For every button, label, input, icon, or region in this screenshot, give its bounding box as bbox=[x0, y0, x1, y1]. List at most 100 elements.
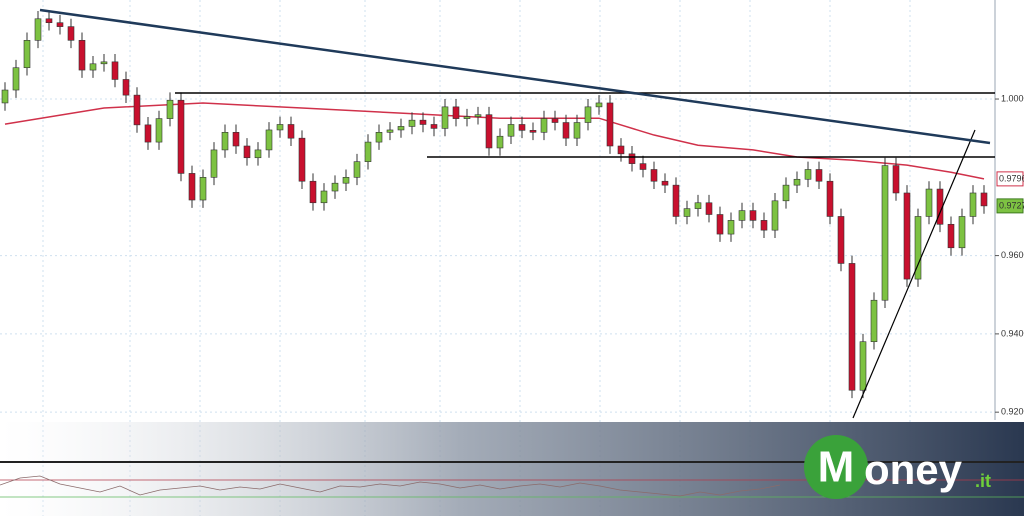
candle-body bbox=[606, 102, 614, 147]
candle-body bbox=[12, 67, 20, 91]
candle-body bbox=[958, 216, 966, 249]
candle-body bbox=[782, 184, 790, 202]
candle-body bbox=[287, 124, 295, 139]
candle-body bbox=[45, 18, 53, 24]
grid bbox=[0, 98, 995, 413]
candle-body bbox=[474, 114, 482, 117]
candle-body bbox=[1, 89, 9, 104]
trend-line bbox=[852, 129, 976, 419]
candle-body bbox=[584, 106, 592, 123]
candle-body bbox=[881, 165, 889, 301]
candle-body bbox=[716, 214, 724, 235]
price-tag bbox=[996, 171, 1024, 187]
candle-body bbox=[826, 180, 834, 217]
logo-domain: .it bbox=[975, 471, 991, 491]
candle-body bbox=[727, 220, 735, 235]
candle-body bbox=[177, 99, 185, 174]
candle-body bbox=[848, 263, 856, 391]
candle-body bbox=[78, 40, 86, 71]
candle-body bbox=[298, 137, 306, 182]
candle-body bbox=[155, 118, 163, 143]
candle-body bbox=[188, 173, 196, 201]
candle-body bbox=[595, 102, 603, 108]
candle-body bbox=[309, 180, 317, 204]
candle-body bbox=[925, 188, 933, 217]
candle-body bbox=[507, 124, 515, 137]
candle-body bbox=[903, 192, 911, 280]
candles bbox=[1, 10, 988, 399]
candle-body bbox=[639, 163, 647, 170]
logo-badge bbox=[804, 435, 868, 499]
candle-body bbox=[199, 177, 207, 201]
candle-body bbox=[947, 223, 955, 249]
candle-body bbox=[452, 106, 460, 119]
candle-body bbox=[980, 192, 988, 207]
candle-body bbox=[331, 182, 339, 192]
candle-body bbox=[551, 118, 559, 123]
tick-label-bg bbox=[999, 406, 1024, 419]
candle-body bbox=[859, 341, 867, 391]
price-tag-label: 0.9796 bbox=[999, 173, 1024, 183]
candle-body bbox=[914, 216, 922, 280]
candle-body bbox=[56, 22, 64, 27]
ma-line bbox=[4, 102, 985, 180]
logo: M oney .it bbox=[804, 435, 991, 499]
moving-average bbox=[4, 102, 985, 180]
candle-body bbox=[397, 126, 405, 131]
candle-body bbox=[518, 124, 526, 131]
tick-label-bg bbox=[999, 327, 1024, 340]
price-tag bbox=[996, 198, 1024, 214]
candle-body bbox=[617, 145, 625, 155]
candle-body bbox=[496, 135, 504, 149]
candle-body bbox=[67, 26, 75, 41]
candle-body bbox=[672, 184, 680, 217]
candle-body bbox=[364, 141, 372, 162]
candle-body bbox=[254, 149, 262, 159]
candle-body bbox=[540, 118, 548, 133]
candle-body bbox=[870, 299, 878, 343]
candle-body bbox=[166, 99, 174, 119]
candle-body bbox=[650, 169, 658, 182]
logo-initial: M bbox=[818, 443, 855, 492]
candle-body bbox=[111, 61, 119, 80]
candle-body bbox=[573, 122, 581, 139]
candle-body bbox=[485, 114, 493, 149]
candle-body bbox=[628, 153, 636, 164]
candle-body bbox=[892, 165, 900, 194]
candle-body bbox=[100, 61, 108, 65]
candle-body bbox=[34, 18, 42, 41]
candle-body bbox=[815, 169, 823, 182]
candle-body bbox=[694, 202, 702, 209]
candle-body bbox=[749, 210, 757, 221]
candle-body bbox=[804, 169, 812, 180]
tick-label-bg bbox=[999, 93, 1024, 106]
price-tag-label: 0.9727 bbox=[999, 200, 1024, 210]
candle-body bbox=[122, 79, 130, 96]
logo-text: oney bbox=[864, 446, 963, 493]
candle-body bbox=[419, 119, 427, 125]
candle-body bbox=[133, 94, 141, 126]
candle-body bbox=[562, 122, 570, 139]
indicator-line bbox=[0, 475, 781, 497]
candle-body bbox=[529, 130, 537, 133]
candle-body bbox=[441, 106, 449, 129]
candle-body bbox=[430, 124, 438, 129]
candle-body bbox=[210, 149, 218, 178]
drawings bbox=[39, 8, 995, 419]
tick-label-bg bbox=[999, 249, 1024, 262]
candle-body bbox=[463, 116, 471, 119]
candle-body bbox=[144, 124, 152, 143]
candle-body bbox=[386, 129, 394, 133]
candle-body bbox=[738, 210, 746, 221]
candle-body bbox=[342, 177, 350, 184]
candle-body bbox=[705, 202, 713, 215]
candle-body bbox=[793, 178, 801, 186]
candle-body bbox=[265, 129, 273, 151]
candle-body bbox=[375, 132, 383, 143]
